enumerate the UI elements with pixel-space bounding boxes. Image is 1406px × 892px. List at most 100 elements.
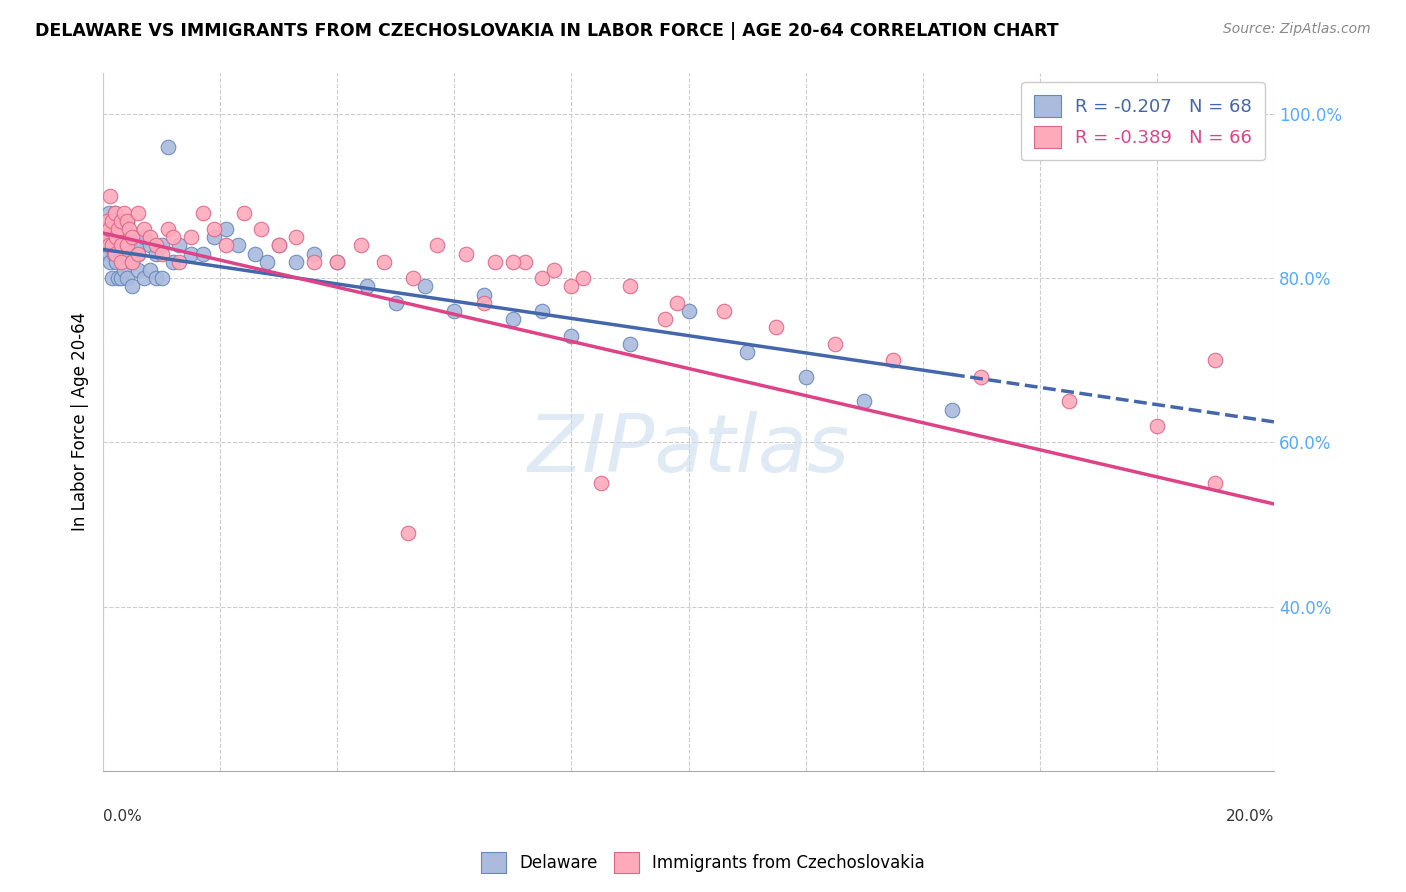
Point bbox=[121, 279, 143, 293]
Point bbox=[104, 238, 127, 252]
Point bbox=[373, 254, 395, 268]
Point bbox=[132, 271, 155, 285]
Point bbox=[101, 238, 124, 252]
Point bbox=[145, 246, 167, 260]
Point bbox=[132, 222, 155, 236]
Point bbox=[513, 254, 536, 268]
Point bbox=[167, 238, 190, 252]
Point bbox=[1057, 394, 1080, 409]
Point bbox=[162, 230, 184, 244]
Point bbox=[426, 238, 449, 252]
Point bbox=[104, 246, 127, 260]
Point bbox=[115, 238, 138, 252]
Point bbox=[110, 213, 132, 227]
Point bbox=[853, 394, 876, 409]
Point bbox=[104, 205, 127, 219]
Point bbox=[454, 246, 477, 260]
Point bbox=[101, 213, 124, 227]
Point bbox=[285, 254, 308, 268]
Point bbox=[202, 222, 225, 236]
Point bbox=[1204, 353, 1226, 368]
Point bbox=[118, 222, 141, 236]
Point bbox=[413, 279, 436, 293]
Point bbox=[654, 312, 676, 326]
Point bbox=[145, 271, 167, 285]
Point bbox=[127, 246, 149, 260]
Point bbox=[735, 345, 758, 359]
Point bbox=[104, 205, 127, 219]
Point bbox=[101, 230, 124, 244]
Point bbox=[156, 222, 179, 236]
Point bbox=[110, 238, 132, 252]
Point bbox=[110, 254, 132, 268]
Legend: Delaware, Immigrants from Czechoslovakia: Delaware, Immigrants from Czechoslovakia bbox=[474, 846, 932, 880]
Point bbox=[245, 246, 267, 260]
Point bbox=[132, 230, 155, 244]
Point bbox=[619, 336, 641, 351]
Point bbox=[531, 304, 554, 318]
Point bbox=[256, 254, 278, 268]
Point bbox=[98, 189, 121, 203]
Point bbox=[285, 230, 308, 244]
Point bbox=[356, 279, 378, 293]
Point bbox=[180, 230, 202, 244]
Point bbox=[127, 246, 149, 260]
Legend: R = -0.207   N = 68, R = -0.389   N = 66: R = -0.207 N = 68, R = -0.389 N = 66 bbox=[1021, 82, 1265, 161]
Point bbox=[105, 230, 128, 244]
Point bbox=[100, 222, 122, 236]
Point bbox=[115, 246, 138, 260]
Point bbox=[191, 205, 214, 219]
Point bbox=[112, 263, 135, 277]
Point bbox=[385, 295, 408, 310]
Point bbox=[150, 271, 173, 285]
Point bbox=[215, 238, 238, 252]
Point bbox=[443, 304, 465, 318]
Point bbox=[115, 271, 138, 285]
Point bbox=[121, 230, 143, 244]
Text: Source: ZipAtlas.com: Source: ZipAtlas.com bbox=[1223, 22, 1371, 37]
Point bbox=[226, 238, 249, 252]
Text: ZIPatlas: ZIPatlas bbox=[527, 410, 849, 489]
Point bbox=[502, 254, 524, 268]
Point bbox=[112, 238, 135, 252]
Point bbox=[110, 213, 132, 227]
Point bbox=[560, 328, 582, 343]
Point bbox=[215, 222, 238, 236]
Point bbox=[98, 238, 121, 252]
Point bbox=[101, 238, 124, 252]
Point bbox=[127, 205, 149, 219]
Point bbox=[167, 254, 190, 268]
Point bbox=[98, 222, 121, 236]
Point bbox=[350, 238, 373, 252]
Point bbox=[127, 238, 149, 252]
Point bbox=[302, 254, 325, 268]
Point bbox=[98, 246, 121, 260]
Point bbox=[589, 476, 612, 491]
Point bbox=[267, 238, 290, 252]
Point bbox=[472, 287, 495, 301]
Point bbox=[882, 353, 904, 368]
Point bbox=[101, 271, 124, 285]
Point bbox=[96, 222, 118, 236]
Point bbox=[105, 222, 128, 236]
Point bbox=[232, 205, 254, 219]
Point bbox=[402, 271, 425, 285]
Y-axis label: In Labor Force | Age 20-64: In Labor Force | Age 20-64 bbox=[72, 312, 89, 532]
Point bbox=[110, 230, 132, 244]
Point bbox=[1146, 419, 1168, 434]
Point bbox=[941, 402, 963, 417]
Point bbox=[484, 254, 506, 268]
Point bbox=[794, 369, 817, 384]
Point bbox=[302, 246, 325, 260]
Point bbox=[107, 222, 129, 236]
Point bbox=[98, 254, 121, 268]
Point bbox=[824, 336, 846, 351]
Point bbox=[121, 254, 143, 268]
Point bbox=[678, 304, 700, 318]
Point bbox=[560, 279, 582, 293]
Point bbox=[115, 213, 138, 227]
Point bbox=[118, 238, 141, 252]
Point bbox=[145, 238, 167, 252]
Point bbox=[139, 263, 162, 277]
Point bbox=[110, 271, 132, 285]
